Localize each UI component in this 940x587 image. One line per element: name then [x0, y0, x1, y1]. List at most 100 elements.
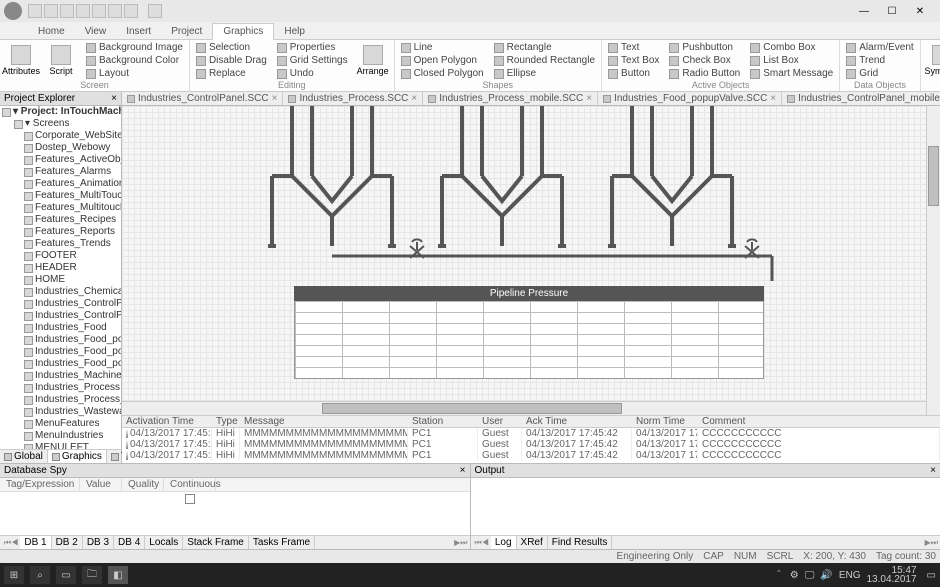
tab-db4[interactable]: DB 4	[114, 536, 145, 549]
ribbon-tab-insert[interactable]: Insert	[116, 24, 161, 39]
qat-btn[interactable]	[60, 4, 74, 18]
tree-node[interactable]: MenuIndustries	[0, 430, 121, 442]
app-icon[interactable]: ◧	[108, 566, 128, 584]
tree-node[interactable]: ▾ Project: InTouchMachineEdition.AP	[0, 106, 121, 118]
doc-tab[interactable]: Industries_ControlPanel_mobile.SCC×	[782, 92, 940, 105]
trend-button[interactable]: Trend	[844, 54, 915, 67]
tab-findresults[interactable]: Find Results	[548, 536, 613, 549]
col-ack[interactable]: Ack Time	[522, 416, 632, 427]
qat-btn[interactable]	[28, 4, 42, 18]
ribbon-tab-graphics[interactable]: Graphics	[212, 23, 274, 40]
col-tag[interactable]: Tag/Expression	[0, 478, 80, 491]
tree-node[interactable]: Industries_Food_popupValve	[0, 358, 121, 370]
tree-node[interactable]: Features_MultiTouch	[0, 190, 121, 202]
design-canvas[interactable]: Pipeline Pressure	[122, 106, 940, 415]
bgimage-button[interactable]: Background Image	[84, 41, 185, 54]
tray-icon[interactable]: ⚙	[790, 570, 799, 581]
col-type[interactable]: Type	[212, 416, 240, 427]
tab-log[interactable]: Log	[491, 536, 517, 549]
text-button[interactable]: Text	[606, 41, 661, 54]
col-activation[interactable]: Activation Time	[122, 416, 212, 427]
doc-tab[interactable]: Industries_Process.SCC×	[283, 92, 423, 105]
rect-button[interactable]: Rectangle	[492, 41, 597, 54]
ribbon-tab-view[interactable]: View	[75, 24, 117, 39]
alarm-row[interactable]: 04/13/2017 17:45:42HiHiMMMMMMMMMMMMMMMMM…	[122, 428, 940, 439]
tree-node[interactable]: Corporate_WebSite	[0, 130, 121, 142]
tree-node[interactable]: Industries_Food_popupMot	[0, 334, 121, 346]
app-logo[interactable]	[4, 2, 22, 20]
doc-tab[interactable]: Industries_ControlPanel.SCC×	[122, 92, 283, 105]
notifications-icon[interactable]: ▭	[927, 570, 936, 581]
openpoly-button[interactable]: Open Polygon	[399, 54, 486, 67]
qat-btn[interactable]	[124, 4, 138, 18]
doc-tab[interactable]: Industries_Food_popupValve.SCC×	[598, 92, 782, 105]
alarm-button[interactable]: Alarm/Event	[844, 41, 915, 54]
explorer-icon[interactable]: 🗀	[82, 566, 102, 584]
tree-node[interactable]: Industries_Process	[0, 382, 121, 394]
tab-scroll-left[interactable]: ⏮◀	[473, 538, 491, 548]
symbols-button[interactable]: Symbols	[925, 41, 940, 80]
ribbon-tab-help[interactable]: Help	[274, 24, 315, 39]
undo-button[interactable]: Undo	[275, 67, 350, 80]
ribbon-tab-project[interactable]: Project	[161, 24, 212, 39]
close-tab-icon[interactable]: ×	[411, 93, 417, 104]
tree-node[interactable]: HOME	[0, 274, 121, 286]
pushbutton-button[interactable]: Pushbutton	[667, 41, 742, 54]
ribbon-tab-home[interactable]: Home	[28, 24, 75, 39]
checkbox-button[interactable]: Check Box	[667, 54, 742, 67]
explorer-tree[interactable]: ▾ Project: InTouchMachineEdition.AP▾ Scr…	[0, 106, 121, 449]
start-button[interactable]: ⊞	[4, 566, 24, 584]
tab-stackframe[interactable]: Stack Frame	[183, 536, 249, 549]
qat-btn[interactable]	[44, 4, 58, 18]
layout-button[interactable]: Layout	[84, 67, 185, 80]
bgcolor-button[interactable]: Background Color	[84, 54, 185, 67]
dbspy-body[interactable]	[0, 492, 470, 535]
tab-global[interactable]: Global	[0, 450, 48, 463]
disabledrag-button[interactable]: Disable Drag	[194, 54, 269, 67]
textbox-button[interactable]: Text Box	[606, 54, 661, 67]
maximize-button[interactable]: ☐	[882, 6, 902, 17]
tab-db3[interactable]: DB 3	[83, 536, 114, 549]
close-tab-icon[interactable]: ×	[586, 93, 592, 104]
tray-lang[interactable]: ENG	[839, 570, 861, 581]
close-tab-icon[interactable]: ×	[770, 93, 776, 104]
col-station[interactable]: Station	[408, 416, 478, 427]
tree-node[interactable]: Features_ActiveObjects	[0, 154, 121, 166]
tree-node[interactable]: Features_Alarms	[0, 166, 121, 178]
qat-extra[interactable]	[148, 4, 162, 18]
tree-node[interactable]: Features_Recipes	[0, 214, 121, 226]
tree-node[interactable]: Features_Reports	[0, 226, 121, 238]
tree-node[interactable]: FOOTER	[0, 250, 121, 262]
tree-node[interactable]: ▾ Screens	[0, 118, 121, 130]
minimize-button[interactable]: —	[854, 6, 874, 17]
ellipse-button[interactable]: Ellipse	[492, 67, 597, 80]
tree-node[interactable]: Industries_Food	[0, 322, 121, 334]
tray-chevron-icon[interactable]: ＾	[774, 568, 784, 583]
roundrect-button[interactable]: Rounded Rectangle	[492, 54, 597, 67]
gridsettings-button[interactable]: Grid Settings	[275, 54, 350, 67]
tab-locals[interactable]: Locals	[145, 536, 183, 549]
col-value[interactable]: Value	[80, 478, 122, 491]
tree-node[interactable]: Dostep_Webowy	[0, 142, 121, 154]
radio-button[interactable]: Radio Button	[667, 67, 742, 80]
tree-node[interactable]: Industries_Machinery	[0, 370, 121, 382]
tab-db1[interactable]: DB 1	[20, 536, 51, 549]
qat-btn[interactable]	[76, 4, 90, 18]
continuous-checkbox[interactable]	[185, 494, 195, 504]
tree-node[interactable]: Features_Trends	[0, 238, 121, 250]
tree-node[interactable]: MENULEFT	[0, 442, 121, 449]
closedpoly-button[interactable]: Closed Polygon	[399, 67, 486, 80]
col-message[interactable]: Message	[240, 416, 408, 427]
horizontal-scrollbar[interactable]	[122, 401, 926, 415]
search-icon[interactable]: ⌕	[30, 566, 50, 584]
tree-node[interactable]: Features_Multitouch_popupPi	[0, 202, 121, 214]
close-button[interactable]: ✕	[910, 6, 930, 17]
tab-scroll-left[interactable]: ⏮◀	[2, 538, 20, 548]
attributes-button[interactable]: Attributes	[4, 41, 38, 80]
qat-btn[interactable]	[108, 4, 122, 18]
replace-button[interactable]: Replace	[194, 67, 269, 80]
close-icon[interactable]: ×	[111, 93, 117, 104]
alarm-row[interactable]: 04/13/2017 17:45:42HiHiMMMMMMMMMMMMMMMMM…	[122, 450, 940, 461]
listbox-button[interactable]: List Box	[748, 54, 835, 67]
tree-node[interactable]: Industries_Food_popupTank	[0, 346, 121, 358]
